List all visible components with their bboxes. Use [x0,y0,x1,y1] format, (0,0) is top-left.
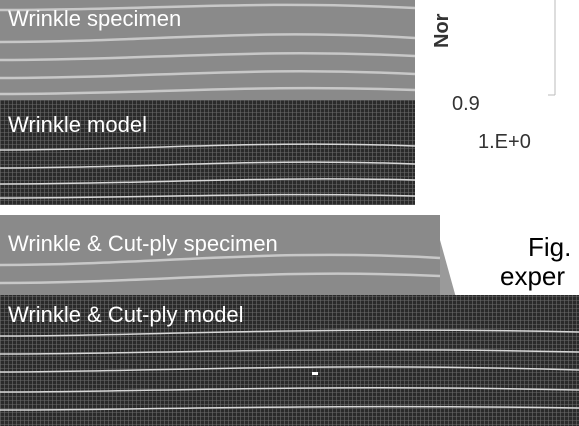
panel-label: Wrinkle model [8,112,147,137]
panel-label: Wrinkle & Cut-ply specimen [8,231,278,256]
axis-label: Nor [431,13,453,48]
tick-label: 0.9 [452,93,480,115]
caption-text: exper [500,261,565,291]
panel-label: Wrinkle & Cut-ply model [8,302,244,327]
figure: Wrinkle specimen Wrinkle model Wrinkle &… [0,0,579,426]
panel-label: Wrinkle specimen [8,6,181,31]
caption-text: Fig. [528,232,571,262]
tick-label: 1.E+0 [478,131,531,153]
